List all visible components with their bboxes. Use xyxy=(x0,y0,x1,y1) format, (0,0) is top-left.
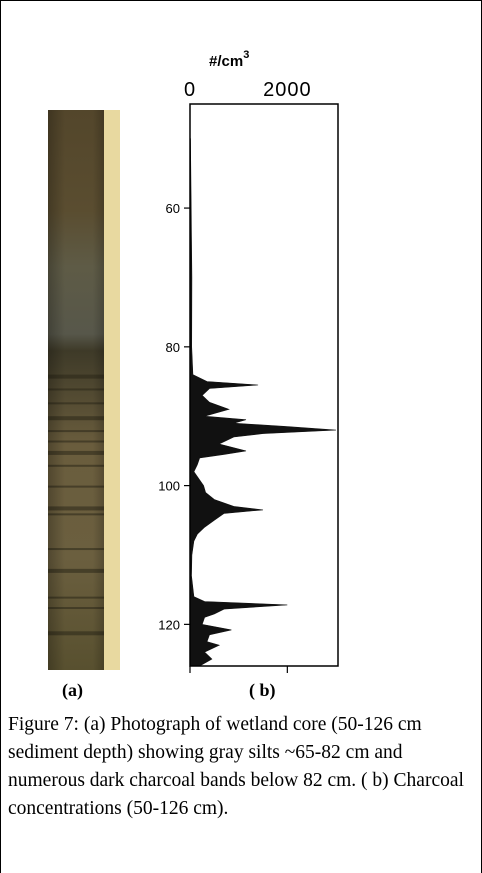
y-tick-label: 120 xyxy=(158,617,180,632)
y-tick-label: 100 xyxy=(158,479,180,494)
panel-b-label: ( b) xyxy=(249,680,276,700)
x-axis-unit-label: #/cm3 xyxy=(209,49,249,70)
charcoal-concentration-area xyxy=(189,138,337,667)
charcoal-chart: 60 80 100 120 0 2000 #/cm3 xyxy=(158,49,339,673)
panel-a-label: (a) xyxy=(62,680,83,700)
concentration-axis-ticks-bottom xyxy=(189,666,288,673)
x-tick-label-top: 2000 xyxy=(263,79,312,101)
y-tick-label: 80 xyxy=(166,340,180,355)
x-tick-label-top: 0 xyxy=(184,79,196,101)
figure-caption: Figure 7: (a) Photograph of wetland core… xyxy=(8,714,464,819)
core-photograph xyxy=(48,110,120,670)
core-photo-shading xyxy=(48,110,104,670)
depth-axis-ticks: 60 80 100 120 xyxy=(158,201,190,632)
y-tick-label: 60 xyxy=(166,201,180,216)
concentration-axis-ticks-top: 0 2000 xyxy=(184,79,312,101)
plot-frame xyxy=(189,103,339,667)
